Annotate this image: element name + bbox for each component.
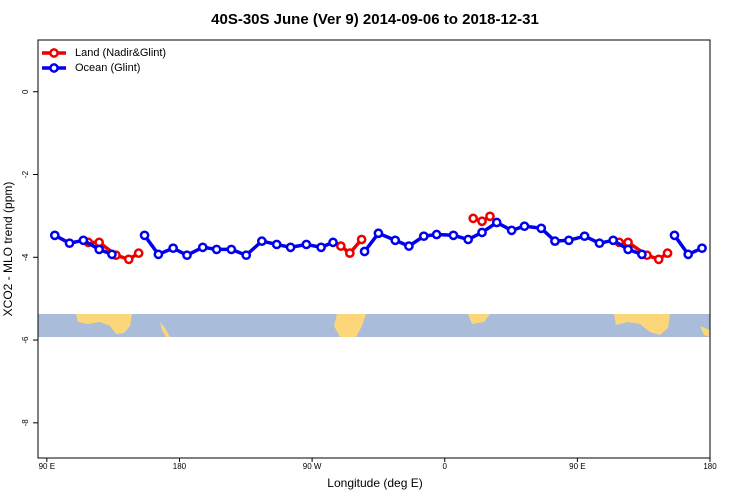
- y-tick-label: -6: [21, 336, 30, 344]
- data-point: [404, 241, 414, 251]
- land-shape: [700, 326, 710, 337]
- y-tick-label: -2: [21, 170, 30, 178]
- x-tick-label: 90 E: [39, 462, 55, 471]
- data-point: [563, 235, 574, 246]
- data-point: [683, 249, 694, 260]
- data-point: [608, 235, 619, 246]
- legend-marker: [49, 48, 59, 58]
- data-point: [271, 239, 282, 250]
- data-point: [168, 243, 178, 254]
- data-point: [448, 230, 459, 241]
- data-point: [431, 229, 442, 240]
- data-point: [344, 248, 355, 258]
- land-shape: [334, 314, 366, 337]
- x-tick-label: 90 W: [303, 462, 322, 471]
- data-point: [257, 236, 267, 246]
- data-point: [78, 235, 89, 246]
- land-shape: [76, 314, 132, 334]
- plot-frame: [37, 39, 711, 459]
- land-shape: [160, 322, 170, 337]
- data-point: [637, 249, 647, 260]
- data-point: [226, 244, 237, 255]
- data-point: [536, 223, 547, 234]
- land-shape: [614, 314, 670, 335]
- data-point: [373, 228, 384, 239]
- y-tick-label: -4: [21, 253, 30, 261]
- data-point: [359, 246, 370, 257]
- data-point: [301, 239, 312, 250]
- data-point: [485, 211, 495, 222]
- data-point: [356, 234, 367, 245]
- ocean-band: [38, 314, 710, 337]
- data-point: [697, 243, 707, 254]
- data-point: [285, 242, 296, 253]
- data-point: [316, 242, 326, 253]
- data-point: [653, 254, 664, 265]
- data-point: [662, 248, 673, 258]
- data-point: [477, 227, 487, 238]
- x-tick-label: 90 E: [569, 462, 585, 471]
- data-point: [477, 216, 487, 227]
- data-point: [623, 244, 633, 255]
- y-tick-label: -8: [21, 419, 30, 427]
- x-tick-label: 0: [443, 462, 448, 471]
- land-shape: [468, 314, 490, 324]
- legend-label: Land (Nadir&Glint): [75, 47, 166, 59]
- data-point: [390, 235, 401, 246]
- data-point: [328, 237, 338, 248]
- data-point: [506, 225, 517, 236]
- chart-title: 40S-30S June (Ver 9) 2014-09-06 to 2018-…: [211, 11, 539, 28]
- legend-label: Ocean (Glint): [75, 62, 140, 74]
- legend-marker: [49, 63, 59, 73]
- data-point: [94, 244, 105, 255]
- data-point: [335, 241, 346, 251]
- data-point: [123, 254, 134, 265]
- data-point: [669, 230, 680, 241]
- data-point: [153, 249, 164, 260]
- data-point: [139, 230, 150, 241]
- map-strip: [38, 314, 710, 337]
- data-point: [579, 231, 590, 242]
- data-point: [197, 242, 208, 253]
- data-point: [241, 250, 252, 261]
- data-point: [550, 236, 560, 246]
- data-point: [463, 234, 474, 245]
- data-point: [468, 213, 479, 224]
- y-axis-label: XCO2 - MLO trend (ppm): [1, 182, 15, 317]
- data-point: [418, 231, 429, 242]
- x-tick-label: 180: [173, 462, 187, 471]
- data-point: [133, 248, 144, 258]
- x-tick-label: 180: [703, 462, 717, 471]
- data-point: [182, 250, 192, 261]
- data-point: [211, 244, 222, 255]
- x-axis-label: Longitude (deg E): [327, 476, 422, 490]
- data-point: [107, 249, 117, 260]
- data-point: [64, 238, 75, 249]
- series-line: [53, 220, 703, 258]
- y-tick-label: 0: [21, 89, 30, 94]
- data-point: [491, 217, 502, 228]
- data-point: [594, 238, 605, 249]
- data-point: [49, 230, 60, 241]
- data-point: [519, 221, 530, 232]
